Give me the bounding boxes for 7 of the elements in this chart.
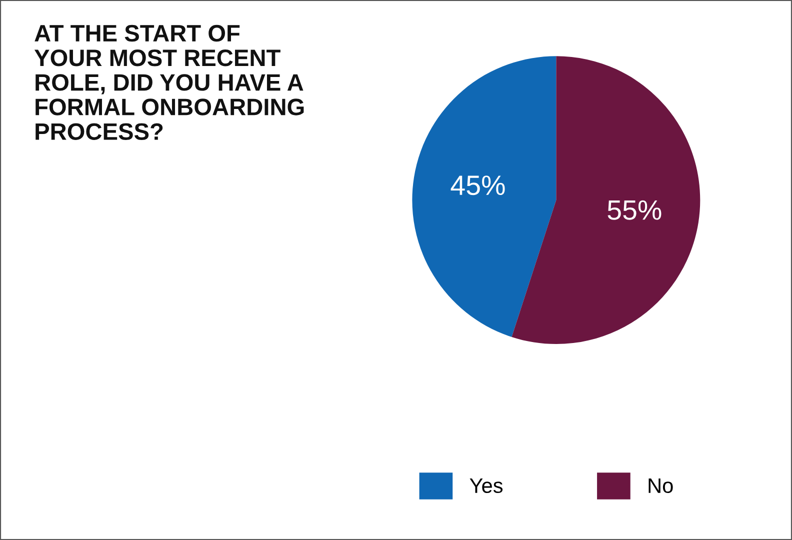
legend-label: No bbox=[648, 478, 673, 494]
pie-slice bbox=[412, 56, 556, 338]
text: AT THE START OF YOUR MOST RECENT ROLE, DID YOU HAVE A FORMAL ONBOARDING PROCESS? bbox=[34, 24, 304, 140]
data-label: 45% bbox=[450, 176, 505, 196]
data-label: 55% bbox=[608, 200, 662, 220]
pie-slice bbox=[512, 56, 700, 344]
legend-label: Yes bbox=[470, 478, 503, 494]
